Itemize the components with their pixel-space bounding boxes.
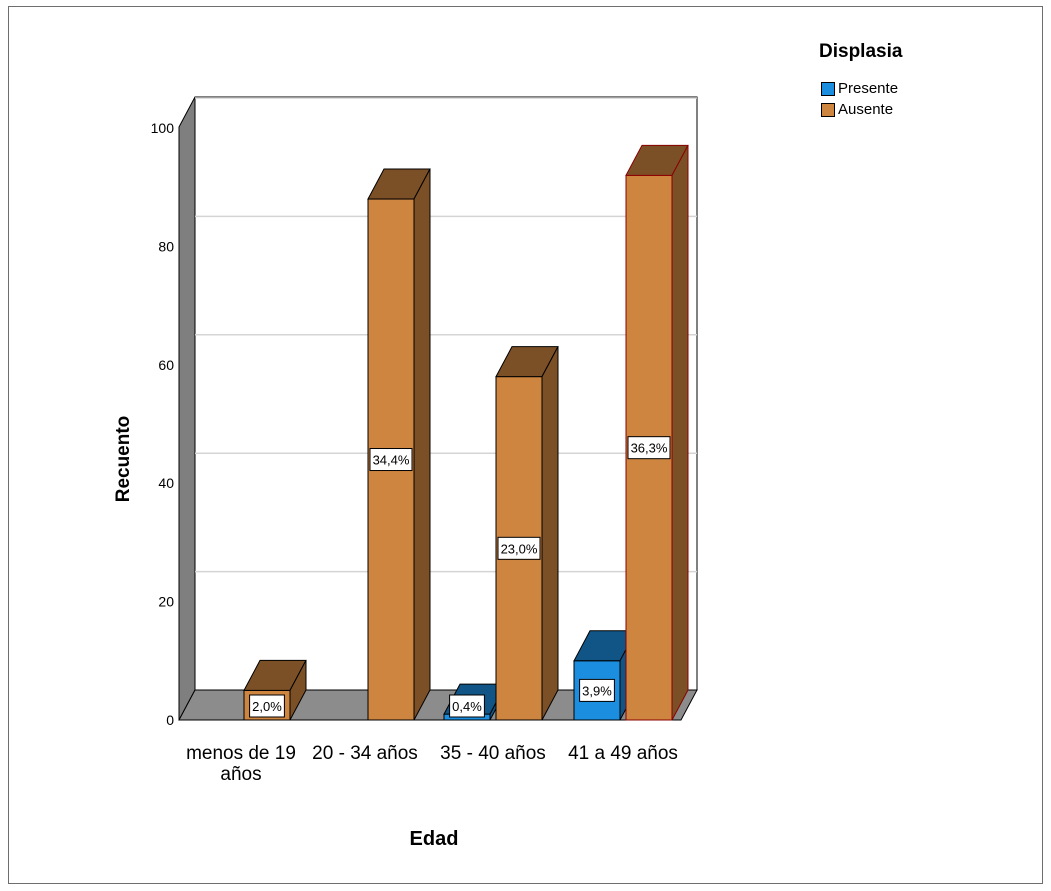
data-label: 36,3% [631, 441, 668, 456]
data-label-box [579, 678, 615, 702]
y-tick-label: 60 [158, 357, 174, 373]
data-label-box [369, 448, 413, 472]
legend-swatch-presente [821, 81, 835, 96]
data-label-box [449, 694, 485, 718]
bar-chart: 0 20 40 60 80 100 Recuento Edad menos de 19 años 2… [113, 96, 698, 850]
x-tick-label: 35 - 40 años [440, 743, 546, 764]
legend-item-presente: Presente [821, 80, 898, 97]
x-tick-label: 41 a 49 años [568, 743, 678, 764]
bar-side [413, 168, 431, 721]
y-axis-label: Recuento [113, 416, 134, 503]
data-label-box [497, 536, 541, 560]
y-tick-label: 0 [166, 712, 174, 728]
y-tick-label: 100 [151, 120, 175, 136]
legend-item-ausente: Ausente [821, 101, 893, 118]
x-tick-label: menos de 19 años [186, 743, 296, 785]
bar-ausente [625, 144, 689, 721]
bar-ausente [367, 168, 431, 721]
y-tick-label: 20 [158, 594, 174, 610]
y-tick-label: 40 [158, 475, 174, 491]
x-axis-label: Edad [410, 828, 459, 850]
bar-ausente [495, 346, 559, 721]
data-label-box [249, 694, 285, 718]
data-label-box [627, 436, 671, 460]
back-wall [194, 96, 698, 691]
legend-label-ausente: Ausente [838, 101, 894, 118]
legend-swatch-ausente [821, 102, 835, 117]
data-label: 3,9% [582, 683, 612, 698]
legend-label-presente: Presente [838, 80, 899, 97]
bar-side [671, 145, 689, 721]
data-label: 0,4% [452, 699, 482, 714]
bar-side [289, 660, 307, 721]
data-label: 23,0% [501, 541, 538, 556]
data-label: 34,4% [373, 453, 410, 468]
legend-title: Displasia [819, 41, 903, 62]
left-wall [178, 96, 196, 721]
x-tick-label: 20 - 34 años [312, 743, 418, 764]
bar-side [541, 346, 559, 721]
data-label: 2,0% [252, 699, 282, 714]
y-tick-label: 80 [158, 238, 174, 254]
chart-frame: 0 20 40 60 80 100 Recuento Edad menos de 19 años 2… [8, 6, 1043, 884]
